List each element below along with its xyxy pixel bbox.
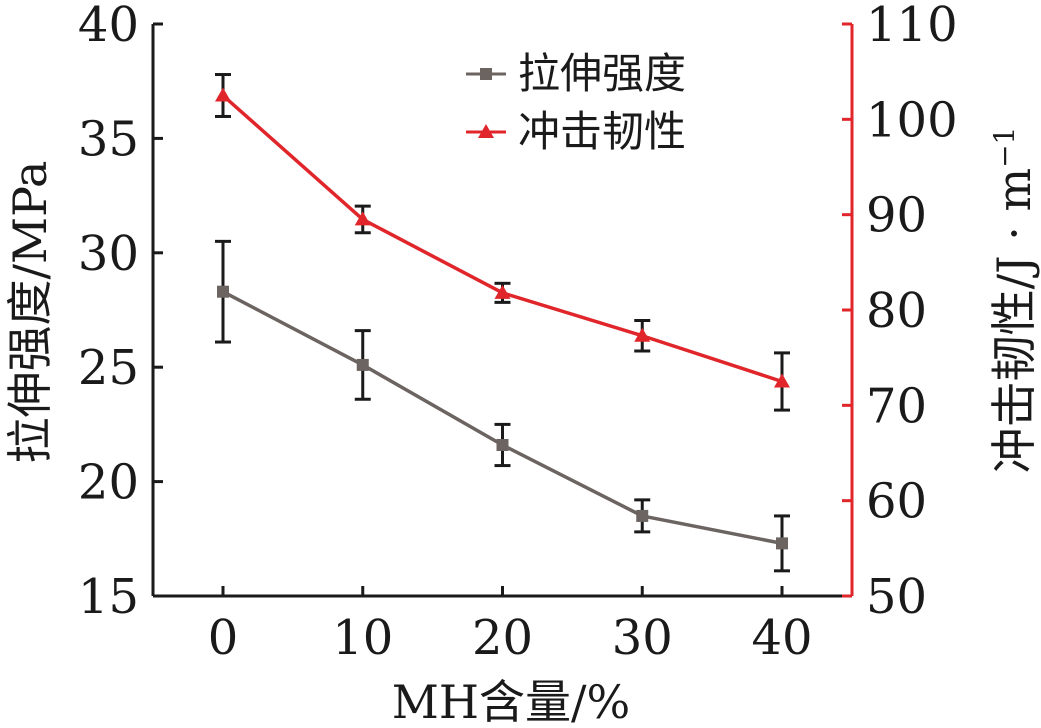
series-line-tensile	[222, 290, 783, 546]
left-tick-label: 15	[78, 569, 139, 625]
x-tick-label: 0	[208, 610, 239, 666]
left-tick-label: 30	[78, 226, 139, 282]
x-tick-label: 30	[612, 610, 673, 666]
data-point-impact	[354, 211, 371, 226]
right-tick-label: 50	[866, 569, 927, 625]
legend-label-impact: 冲击韧性	[518, 107, 686, 156]
left-tick-label: 20	[78, 455, 139, 511]
data-point-tensile	[776, 537, 788, 550]
x-axis-title: MH含量/%	[392, 675, 630, 728]
right-tick-label: 100	[866, 92, 958, 148]
left-tick-label: 35	[78, 111, 139, 167]
left-tick-label: 40	[78, 0, 139, 53]
data-point-tensile	[356, 358, 369, 371]
right-tick-label: 110	[866, 0, 958, 53]
legend-marker-tensile	[480, 68, 492, 80]
series	[215, 73, 790, 573]
data-point-impact	[494, 284, 511, 299]
ticks: 15 20 25 30 35 40 50 60 70 80 90 100 110 0 10 20 30 40	[78, 0, 958, 666]
x-tick-label: 40	[751, 610, 812, 666]
data-point-impact	[634, 327, 651, 342]
left-axis-title: 拉伸强度/MPa	[3, 161, 57, 464]
right-tick-label: 60	[866, 474, 927, 530]
data-point-tensile	[217, 285, 229, 298]
left-tick-label: 25	[78, 340, 139, 396]
data-point-impact	[215, 87, 231, 102]
right-tick-label: 70	[866, 378, 927, 434]
right-tick-label: 90	[866, 188, 927, 244]
x-tick-label: 10	[332, 610, 393, 666]
right-axis-title: 冲击韧性/J · m−1	[987, 127, 1041, 474]
data-point-tensile	[496, 438, 509, 451]
right-axis-title-unit: m	[987, 168, 1041, 212]
right-axis-title-exponent: −1	[988, 127, 1021, 168]
data-point-impact	[774, 373, 790, 388]
right-tick-label: 80	[866, 283, 927, 339]
legend-label-tensile: 拉伸强度	[518, 49, 686, 98]
x-tick-label: 20	[472, 610, 533, 666]
data-point-tensile	[636, 509, 649, 522]
legend-marker-impact	[478, 124, 494, 138]
legend: 拉伸强度 冲击韧性	[466, 49, 686, 156]
right-axis-title-dot: ·	[987, 212, 1041, 256]
right-axis-title-main: 冲击韧性/J	[987, 255, 1041, 473]
series-line-impact	[221, 94, 783, 384]
